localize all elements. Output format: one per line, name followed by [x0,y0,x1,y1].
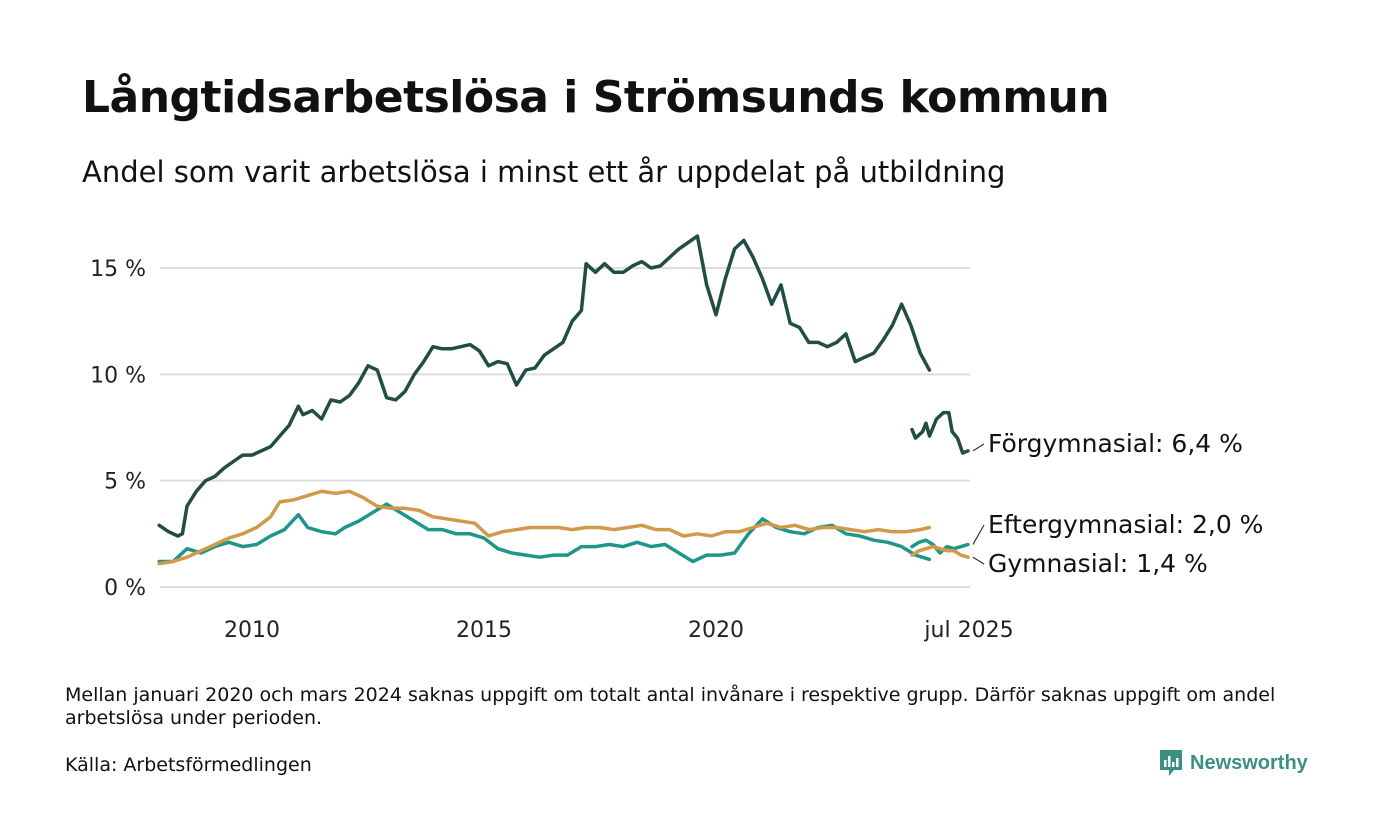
series-line-förgymnasial-recent [910,410,970,455]
label-leader-line [972,443,985,452]
chart-subtitle: Andel som varit arbetslösa i minst ett å… [82,155,1006,189]
x-tick-label: 2015 [456,618,512,643]
source-text: Källa: Arbetsförmedlingen [65,754,312,776]
brand-logo[interactable]: Newsworthy [1158,748,1308,778]
series-end-label: Förgymnasial: 6,4 % [988,429,1243,458]
series-line-eftergymnasial-recent [910,538,970,555]
label-leader-line [972,556,985,565]
label-leader-line [972,524,985,545]
newsworthy-logo-icon [1160,750,1182,776]
y-tick-label: 15 % [90,257,146,282]
y-tick-label: 0 % [104,576,146,601]
x-tick-label: jul 2025 [923,618,1013,643]
series-line-eftergymnasial [157,502,932,564]
x-tick-label: 2020 [688,618,744,643]
chart-title: Långtidsarbetslösa i Strömsunds kommun [82,72,1110,123]
footnote: Mellan januari 2020 och mars 2024 saknas… [65,684,1276,729]
line-chart: 0 % 5 % 10 % 15 % 2010 2015 2020 jul 2025 Förgym… [90,234,1263,643]
brand-name: Newsworthy [1190,751,1308,774]
series-line-gymnasial [157,489,932,566]
series-line-gymnasial-recent [910,544,970,559]
series-end-label: Gymnasial: 1,4 % [988,549,1208,578]
series-line-förgymnasial [157,234,932,538]
y-tick-label: 5 % [104,470,146,495]
series-end-label: Eftergymnasial: 2,0 % [988,510,1263,539]
y-tick-label: 10 % [90,363,146,388]
x-tick-label: 2010 [224,618,280,643]
